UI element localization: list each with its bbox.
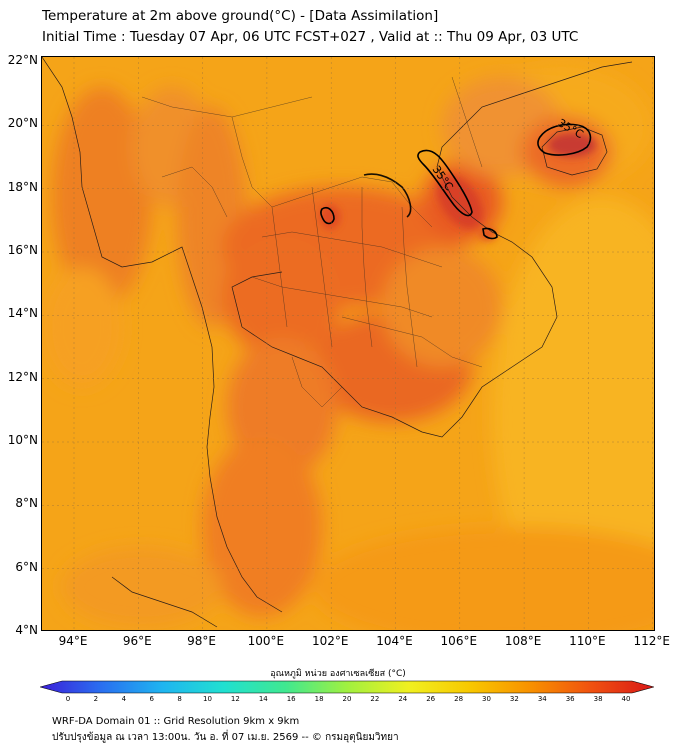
colorbar-tick-label: 26 <box>426 695 436 703</box>
lon-label: 96°E <box>122 634 152 648</box>
lon-label: 102°E <box>311 634 349 648</box>
colorbar-tick-label: 34 <box>537 695 547 703</box>
footer-line-1: WRF-DA Domain 01 :: Grid Resolution 9km … <box>52 716 300 727</box>
lon-label: 112°E <box>633 634 670 648</box>
colorbar-tick-label: 10 <box>203 695 212 703</box>
colorbar-label: อุณหภูมิ หน่วย องศาเซลเซียส (°C) <box>270 669 406 679</box>
colorbar-tick-label: 2 <box>93 695 99 703</box>
colorbar-tick-label: 18 <box>314 695 324 703</box>
colorbar-tick-label: 24 <box>398 695 408 703</box>
map-title: Temperature at 2m above ground(°C) - [Da… <box>42 6 662 48</box>
temperature-shading <box>42 67 654 630</box>
lat-label: 22°N <box>7 53 38 67</box>
lat-label: 4°N <box>15 623 38 637</box>
colorbar-tick-label: 8 <box>177 695 182 703</box>
temperature-map: 35°C 35°C <box>41 56 655 631</box>
lon-label: 94°E <box>58 634 88 648</box>
colorbar-tick-label: 30 <box>482 695 491 703</box>
colorbar-tick-label: 20 <box>342 695 352 703</box>
map-canvas: 35°C 35°C <box>42 57 654 630</box>
colorbar-gradient <box>40 680 654 694</box>
colorbar-tick-label: 0 <box>65 695 71 703</box>
gridlines <box>42 57 654 630</box>
colorbar-tick-label: 14 <box>258 695 268 703</box>
colorbar-tick-label: 28 <box>454 695 464 703</box>
colorbar-tick-label: 12 <box>230 695 240 703</box>
coastlines <box>42 57 633 628</box>
colorbar-tick-label: 32 <box>509 695 519 703</box>
lat-label: 16°N <box>7 243 38 257</box>
isotherm-35c <box>320 123 592 240</box>
colorbar-tick-label: 40 <box>621 695 631 703</box>
lat-label: 14°N <box>7 306 38 321</box>
colorbar-tick-label: 22 <box>370 695 380 703</box>
colorbar-tick-label: 36 <box>565 695 575 703</box>
lon-label: 106°E <box>440 634 478 648</box>
lon-label: 98°E <box>187 634 217 648</box>
lon-label: 110°E <box>569 634 606 648</box>
colorbar-tick-label: 4 <box>121 695 127 703</box>
admin-borders <box>141 76 483 408</box>
colorbar-tick-label: 16 <box>286 695 296 703</box>
lon-label: 100°E <box>247 634 285 648</box>
colorbar-tick-label: 38 <box>593 695 603 703</box>
colorbar-tick-label: 6 <box>149 695 154 703</box>
lat-label: 6°N <box>15 559 38 574</box>
colorbar <box>40 680 654 694</box>
lat-label: 10°N <box>7 433 38 447</box>
lat-label: 12°N <box>7 369 38 384</box>
lon-label: 108°E <box>504 634 542 648</box>
lat-label: 20°N <box>7 116 38 131</box>
title-line-2: Initial Time : Tuesday 07 Apr, 06 UTC FC… <box>42 29 579 45</box>
footer-line-2: ปรับปรุงข้อมูล ณ เวลา 13:00น. วัน อ. ที่… <box>52 732 399 743</box>
title-line-1: Temperature at 2m above ground(°C) - [Da… <box>42 8 439 24</box>
lat-label: 18°N <box>7 179 38 194</box>
lon-label: 104°E <box>376 634 413 648</box>
lat-label: 8°N <box>15 496 38 511</box>
